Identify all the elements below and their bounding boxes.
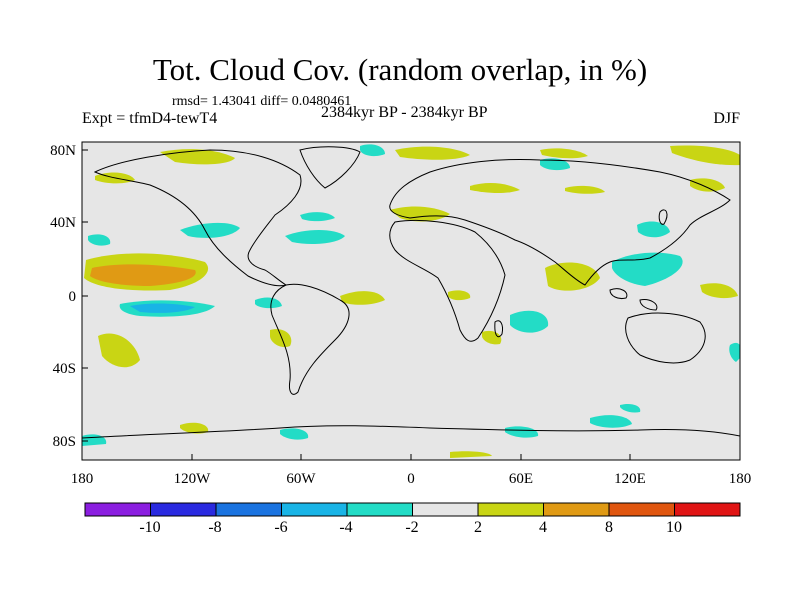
colorbar-label: -6 (274, 519, 287, 536)
lat-tick-label: 40N (50, 215, 76, 231)
positive-region (690, 178, 725, 192)
lon-tick-label: 60E (509, 471, 533, 487)
negative-region (637, 221, 670, 238)
colorbar-swatch (674, 502, 741, 517)
colorbar-swatch (477, 502, 544, 517)
colorbar-swatch (412, 502, 479, 517)
negative-region (729, 342, 740, 362)
lat-tick-label: 0 (69, 289, 77, 305)
negative-region (540, 158, 570, 171)
lon-tick-label: 180 (71, 471, 94, 487)
positive-region (180, 422, 209, 434)
negative-region (620, 403, 641, 413)
colorbar-label: -2 (405, 519, 418, 536)
colorbar-label: 2 (474, 519, 482, 536)
lon-tick-label: 180 (729, 471, 752, 487)
stats-label: rmsd= 1.43041 diff= 0.0480461 (172, 94, 352, 109)
lat-tick-label: 40S (53, 361, 76, 377)
latitude-labels: 80N 40N 0 40S 80S (50, 143, 76, 450)
positive-region (395, 146, 470, 160)
colorbar-label: -4 (339, 519, 352, 536)
positive-region (390, 206, 450, 222)
experiment-label: Expt = tfmD4-tewT4 (82, 110, 218, 127)
lon-tick-label: 0 (407, 471, 415, 487)
coastlines (82, 146, 740, 439)
period-label: 2384kyr BP - 2384kyr BP (321, 104, 488, 121)
season-label: DJF (713, 110, 740, 127)
negative-region (360, 144, 385, 157)
colorbar-swatch (84, 502, 151, 517)
positive-region (565, 185, 605, 194)
negative-region (300, 212, 335, 222)
colorbar-label: -10 (139, 519, 160, 536)
negative-region (510, 310, 549, 333)
negative-region (280, 428, 309, 440)
negative-region (612, 252, 683, 286)
negative-region (505, 426, 539, 438)
positive-region (270, 329, 292, 348)
lon-tick-label: 60W (286, 471, 316, 487)
colorbar-swatch (608, 502, 675, 517)
negative-region (255, 297, 282, 309)
positive-region (470, 183, 520, 194)
negative-region (590, 415, 632, 428)
strong-positive-region (90, 264, 196, 286)
colorbar-labels: -10 -8 -6 -4 -2 2 4 8 10 (139, 519, 682, 536)
figure-title: Tot. Cloud Cov. (random overlap, in %) (152, 52, 648, 87)
axis-ticks (81, 149, 741, 460)
map-background (82, 142, 740, 460)
lon-tick-label: 120E (614, 471, 646, 487)
negative-region (88, 234, 111, 246)
colorbar-label: 4 (539, 519, 547, 536)
moderate-negative-region (130, 303, 195, 313)
positive-region (450, 451, 492, 458)
colorbar-swatch (543, 502, 610, 517)
positive-region (98, 333, 140, 368)
positive-region (540, 148, 588, 159)
positive-region (700, 283, 738, 299)
positive-region (448, 290, 471, 301)
colorbar-label: 10 (666, 519, 682, 536)
colorbar-swatch (215, 502, 282, 517)
negative-region (285, 230, 345, 244)
positive-region (670, 145, 740, 166)
colorbar-swatch (150, 502, 217, 517)
positive-region (340, 291, 385, 305)
colorbar-swatch (346, 502, 413, 517)
colorbar-label: 8 (605, 519, 613, 536)
longitude-labels: 180 120W 60W 0 60E 120E 180 (71, 471, 752, 487)
negative-region (180, 222, 240, 238)
lat-tick-label: 80N (50, 143, 76, 159)
lon-tick-label: 120W (174, 471, 212, 487)
lat-tick-label: 80S (53, 434, 76, 450)
anomaly-shading (82, 144, 740, 458)
colorbar (84, 502, 741, 517)
colorbar-label: -8 (208, 519, 221, 536)
colorbar-swatch (281, 502, 348, 517)
